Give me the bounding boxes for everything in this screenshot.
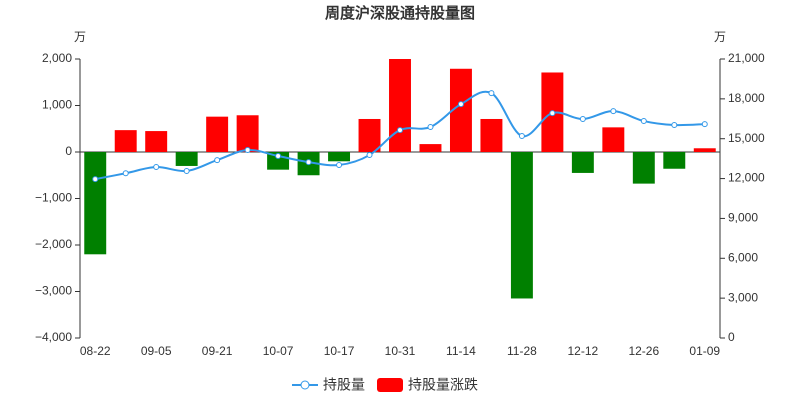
x-tick-label: 09-21 xyxy=(202,344,233,358)
y2-unit: 万 xyxy=(714,30,726,44)
y-unit: 万 xyxy=(74,30,86,44)
line-point xyxy=(92,176,99,183)
y-tick-label: −3,000 xyxy=(35,284,72,298)
bar xyxy=(236,115,259,152)
bar xyxy=(389,59,411,152)
y2-tick-label: 15,000 xyxy=(728,131,765,145)
bar xyxy=(663,152,686,169)
bar xyxy=(571,152,594,173)
y2-tick-label: 12,000 xyxy=(728,171,765,185)
x-tick-label: 12-12 xyxy=(568,344,599,358)
legend-label: 持股量涨跌 xyxy=(408,377,478,393)
line-point xyxy=(275,152,282,159)
bar xyxy=(480,118,503,152)
bar xyxy=(175,152,198,166)
y2-tick-label: 9,000 xyxy=(728,211,758,225)
line-point xyxy=(122,170,129,177)
line-point xyxy=(701,121,708,128)
bar xyxy=(632,152,655,184)
bar xyxy=(114,130,137,152)
line-point xyxy=(366,152,373,159)
line-point xyxy=(579,116,586,123)
x-tick-label: 01-09 xyxy=(689,344,720,358)
y-tick-label: 2,000 xyxy=(42,51,72,65)
chart-title: 周度沪深股通持股量图 xyxy=(325,4,475,22)
y2-tick-label: 21,000 xyxy=(728,51,765,65)
x-tick-label: 09-05 xyxy=(141,344,172,358)
y2-tick-label: 18,000 xyxy=(728,91,765,105)
y-tick-label: −2,000 xyxy=(35,237,72,251)
x-tick-label: 08-22 xyxy=(80,344,111,358)
legend-marker xyxy=(300,380,310,390)
bar xyxy=(84,152,107,255)
line-point xyxy=(671,122,678,129)
y-tick-label: 1,000 xyxy=(42,98,72,112)
line-point xyxy=(610,108,617,115)
y2-tick-label: 0 xyxy=(728,330,735,344)
bar xyxy=(206,116,229,152)
line-point xyxy=(457,101,464,108)
legend-label: 持股量 xyxy=(323,377,365,393)
line-point xyxy=(183,167,190,174)
x-tick-label: 12-26 xyxy=(628,344,659,358)
line-point xyxy=(640,118,647,125)
line-point xyxy=(153,164,160,171)
bar xyxy=(419,144,442,152)
y-tick-label: 0 xyxy=(65,144,72,158)
x-tick-label: 11-14 xyxy=(446,344,476,358)
y2-tick-label: 3,000 xyxy=(728,290,758,304)
line-point xyxy=(305,159,312,166)
line-point xyxy=(244,147,251,154)
line-point xyxy=(549,110,556,117)
bar xyxy=(602,127,625,152)
line-point xyxy=(214,157,221,164)
legend-swatch xyxy=(377,378,403,392)
line-point xyxy=(336,162,343,169)
x-tick-label: 11-28 xyxy=(507,344,537,358)
y2-tick-label: 6,000 xyxy=(728,250,758,264)
line-point xyxy=(518,133,525,140)
bar xyxy=(328,152,351,162)
line-point xyxy=(488,90,495,97)
bar xyxy=(693,148,716,152)
bar xyxy=(145,131,168,152)
bar xyxy=(449,68,472,152)
y-tick-label: −4,000 xyxy=(35,330,72,344)
x-tick-label: 10-17 xyxy=(324,344,355,358)
bar xyxy=(358,118,381,152)
bar xyxy=(510,152,533,299)
line-point xyxy=(397,127,403,134)
x-tick-label: 10-07 xyxy=(263,344,294,358)
line-point xyxy=(427,124,434,131)
x-tick-label: 10-31 xyxy=(385,344,416,358)
y-tick-label: −1,000 xyxy=(35,191,72,205)
